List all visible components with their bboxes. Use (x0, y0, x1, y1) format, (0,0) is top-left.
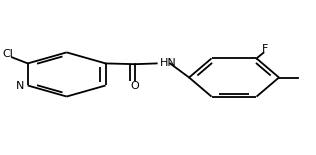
Text: F: F (262, 44, 268, 54)
Text: HN: HN (160, 58, 177, 68)
Text: N: N (16, 81, 24, 91)
Text: O: O (131, 81, 139, 91)
Text: Cl: Cl (2, 49, 13, 59)
